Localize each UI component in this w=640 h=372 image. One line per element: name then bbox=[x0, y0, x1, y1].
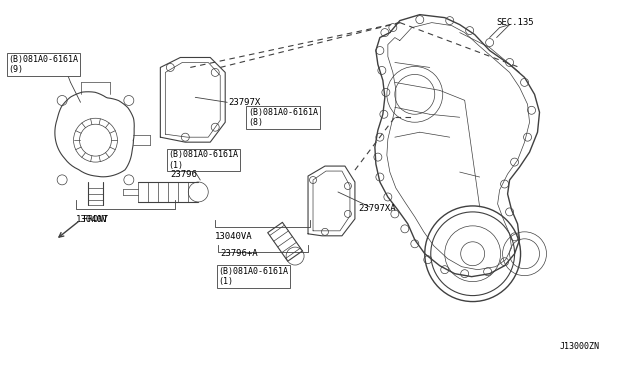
Text: 13040VA: 13040VA bbox=[215, 232, 253, 241]
Text: (B)081A0-6161A
(1): (B)081A0-6161A (1) bbox=[168, 150, 238, 170]
Text: 23797XA: 23797XA bbox=[358, 205, 396, 214]
Text: 23797X: 23797X bbox=[228, 98, 260, 107]
Text: 13040V: 13040V bbox=[76, 215, 108, 224]
Text: (B)081A0-6161A
(8): (B)081A0-6161A (8) bbox=[248, 108, 318, 127]
Text: FRONT: FRONT bbox=[83, 215, 108, 224]
Text: J13000ZN: J13000ZN bbox=[559, 342, 600, 351]
Text: (B)081A0-6161A
(1): (B)081A0-6161A (1) bbox=[218, 267, 288, 286]
Text: (B)081A0-6161A
(9): (B)081A0-6161A (9) bbox=[9, 55, 79, 74]
Text: 23796: 23796 bbox=[170, 170, 197, 179]
Text: SEC.135: SEC.135 bbox=[497, 18, 534, 27]
Text: 23796+A: 23796+A bbox=[220, 249, 258, 258]
